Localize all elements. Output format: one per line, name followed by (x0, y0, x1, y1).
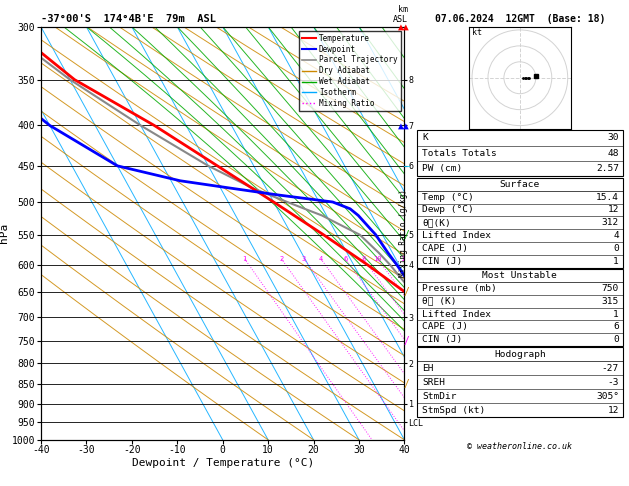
Text: 30: 30 (608, 134, 619, 142)
Text: 0: 0 (613, 335, 619, 344)
Text: 750: 750 (602, 284, 619, 293)
Text: © weatheronline.co.uk: © weatheronline.co.uk (467, 442, 572, 451)
Text: 1: 1 (613, 310, 619, 318)
Text: —: — (404, 161, 409, 171)
Text: CIN (J): CIN (J) (422, 257, 462, 266)
Text: K: K (422, 134, 428, 142)
Text: StmDir: StmDir (422, 392, 457, 400)
Text: SREH: SREH (422, 378, 445, 387)
Text: θᴇ(K): θᴇ(K) (422, 218, 451, 227)
Text: 48: 48 (608, 149, 619, 158)
Text: 305°: 305° (596, 392, 619, 400)
Text: EH: EH (422, 364, 433, 373)
Text: Dewp (°C): Dewp (°C) (422, 206, 474, 214)
Text: -37°00'S  174°4B'E  79m  ASL: -37°00'S 174°4B'E 79m ASL (41, 14, 216, 24)
Text: Hodograph: Hodograph (494, 350, 546, 359)
Text: 2.57: 2.57 (596, 164, 619, 173)
Text: 0: 0 (613, 244, 619, 253)
Text: 312: 312 (602, 218, 619, 227)
Text: -3: -3 (608, 378, 619, 387)
Text: 10: 10 (373, 256, 382, 262)
Text: Pressure (mb): Pressure (mb) (422, 284, 497, 293)
Text: 6: 6 (343, 256, 347, 262)
Text: 4: 4 (319, 256, 323, 262)
Text: -27: -27 (602, 364, 619, 373)
Text: Totals Totals: Totals Totals (422, 149, 497, 158)
Text: Mixing Ratio (g/kg): Mixing Ratio (g/kg) (399, 190, 408, 277)
Text: θᴇ (K): θᴇ (K) (422, 297, 457, 306)
X-axis label: Dewpoint / Temperature (°C): Dewpoint / Temperature (°C) (131, 458, 314, 468)
Text: 2: 2 (279, 256, 284, 262)
Text: 07.06.2024  12GMT  (Base: 18): 07.06.2024 12GMT (Base: 18) (435, 14, 605, 24)
Legend: Temperature, Dewpoint, Parcel Trajectory, Dry Adiabat, Wet Adiabat, Isotherm, Mi: Temperature, Dewpoint, Parcel Trajectory… (299, 31, 401, 111)
Text: 12: 12 (608, 206, 619, 214)
Text: ▲▲: ▲▲ (398, 121, 409, 130)
Text: 8: 8 (361, 256, 365, 262)
Text: 3: 3 (302, 256, 306, 262)
Text: StmSpd (kt): StmSpd (kt) (422, 405, 486, 415)
Text: 15: 15 (400, 256, 408, 262)
Text: 1: 1 (243, 256, 247, 262)
Text: 1: 1 (613, 257, 619, 266)
Text: 12: 12 (608, 405, 619, 415)
Text: Lifted Index: Lifted Index (422, 231, 491, 240)
Text: kt: kt (472, 28, 482, 37)
Text: /: / (404, 230, 409, 240)
Text: /: / (404, 379, 409, 389)
Text: ▲▲: ▲▲ (398, 22, 409, 32)
Text: Surface: Surface (500, 180, 540, 189)
Text: km
ASL: km ASL (392, 5, 408, 24)
Text: 315: 315 (602, 297, 619, 306)
Text: PW (cm): PW (cm) (422, 164, 462, 173)
Text: Most Unstable: Most Unstable (482, 271, 557, 280)
Text: Lifted Index: Lifted Index (422, 310, 491, 318)
Text: 15.4: 15.4 (596, 192, 619, 202)
Text: CAPE (J): CAPE (J) (422, 322, 468, 331)
Text: Temp (°C): Temp (°C) (422, 192, 474, 202)
Text: CIN (J): CIN (J) (422, 335, 462, 344)
Text: 4: 4 (613, 231, 619, 240)
Text: CAPE (J): CAPE (J) (422, 244, 468, 253)
Text: 6: 6 (613, 322, 619, 331)
Y-axis label: hPa: hPa (0, 223, 9, 243)
Text: /: / (404, 287, 409, 297)
Text: /: / (404, 336, 409, 346)
